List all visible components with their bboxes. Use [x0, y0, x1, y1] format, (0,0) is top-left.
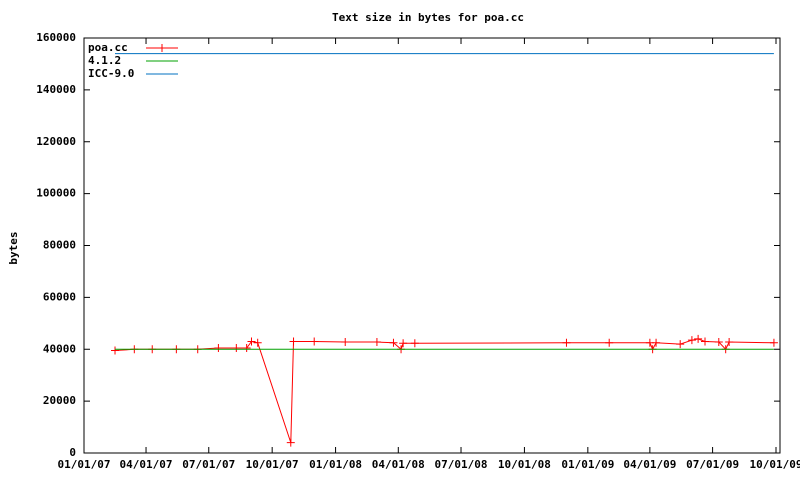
y-tick-label: 20000: [43, 394, 76, 407]
x-tick-label: 01/01/09: [561, 458, 614, 471]
point-marker: [232, 343, 241, 352]
point-marker: [687, 336, 696, 345]
series-line: [114, 338, 774, 443]
plot-border: [83, 37, 781, 454]
point-marker: [562, 338, 571, 347]
point-marker: [242, 343, 251, 352]
y-tick-label: 120000: [36, 135, 76, 148]
x-tick-label: 10/01/07: [246, 458, 299, 471]
point-marker: [769, 338, 778, 347]
x-tick-label: 01/01/07: [58, 458, 111, 471]
point-marker: [286, 438, 295, 447]
point-marker: [694, 334, 703, 343]
point-marker: [676, 340, 685, 349]
legend-label: ICC-9.0: [88, 67, 134, 80]
point-marker: [372, 337, 381, 346]
point-marker: [341, 337, 350, 346]
point-marker: [253, 338, 262, 347]
point-marker: [714, 337, 723, 346]
legend-label: poa.cc: [88, 41, 128, 54]
point-marker: [214, 343, 223, 352]
x-tick-label: 04/01/07: [120, 458, 173, 471]
x-tick-label: 10/01/08: [498, 458, 551, 471]
point-marker: [389, 338, 398, 347]
point-marker: [605, 338, 614, 347]
y-axis-label: bytes: [7, 231, 20, 264]
x-tick-label: 04/01/09: [623, 458, 676, 471]
x-tick-label: 07/01/08: [435, 458, 488, 471]
point-marker: [725, 337, 734, 346]
x-tick-label: 10/01/09: [750, 458, 800, 471]
x-tick-label: 07/01/07: [182, 458, 235, 471]
y-tick-label: 80000: [43, 239, 76, 252]
y-tick-label: 0: [69, 446, 76, 459]
legend-label: 4.1.2: [88, 54, 121, 67]
x-tick-label: 01/01/08: [309, 458, 362, 471]
point-marker: [289, 337, 298, 346]
chart-title: Text size in bytes for poa.cc: [332, 11, 524, 24]
point-marker: [701, 337, 710, 346]
legend-marker: [158, 44, 166, 52]
y-tick-label: 100000: [36, 187, 76, 200]
y-tick-label: 160000: [36, 31, 76, 44]
y-tick-label: 60000: [43, 290, 76, 303]
point-marker: [310, 337, 319, 346]
point-marker: [111, 346, 120, 355]
point-marker: [652, 338, 661, 347]
x-tick-label: 07/01/09: [686, 458, 739, 471]
point-marker: [247, 337, 256, 346]
x-tick-label: 04/01/08: [372, 458, 425, 471]
point-marker: [399, 339, 408, 348]
point-marker: [410, 339, 419, 348]
y-tick-label: 140000: [36, 83, 76, 96]
y-tick-label: 40000: [43, 342, 76, 355]
